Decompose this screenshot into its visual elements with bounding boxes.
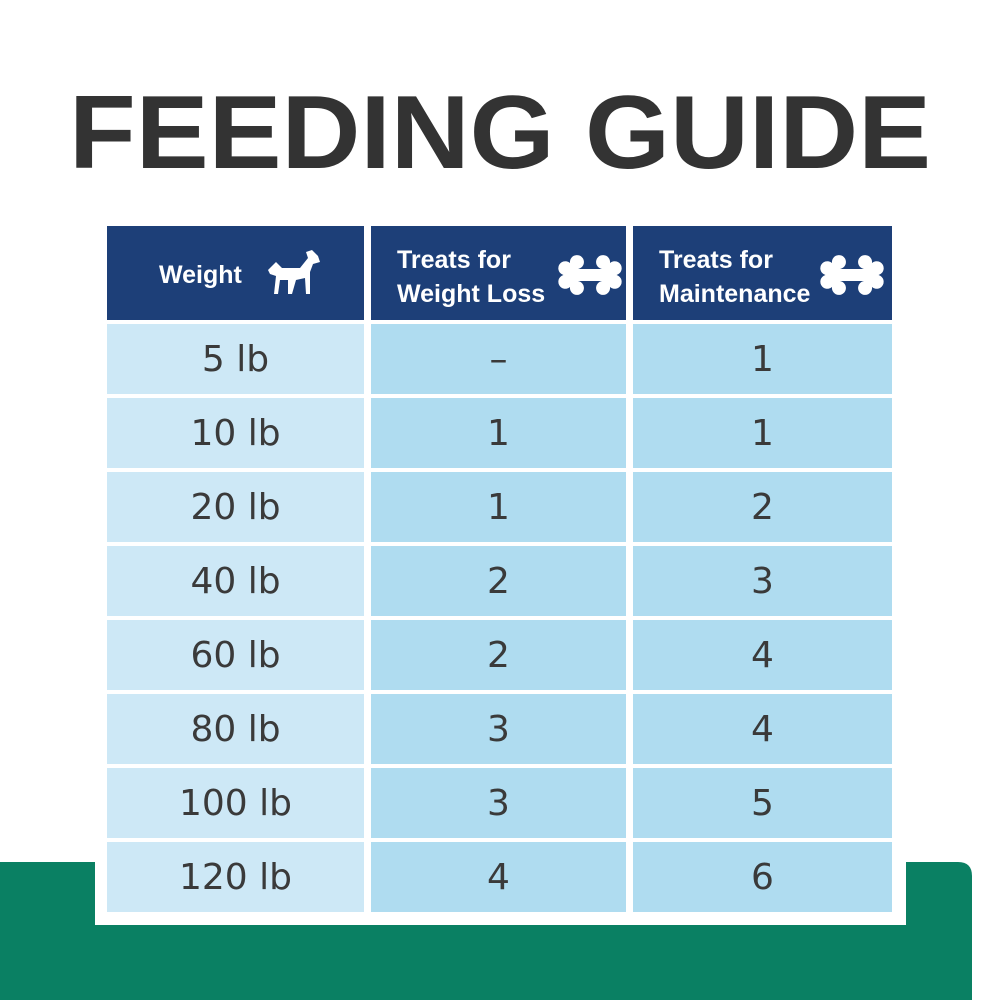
cell-text: 3 (487, 709, 510, 750)
cell-text: 100 lb (179, 783, 292, 824)
cell-text: 80 lb (190, 709, 280, 750)
cell-text: 3 (487, 783, 510, 824)
header-text: Treats for (397, 246, 511, 274)
cell-text: 20 lb (190, 487, 280, 528)
header-text: Weight (159, 261, 243, 289)
cell-bg (371, 842, 626, 912)
dog-icon (268, 250, 320, 294)
cell-bg (371, 324, 626, 394)
cell-text: 2 (487, 561, 510, 602)
cell-text: 2 (487, 635, 510, 676)
cell-bg (633, 768, 892, 838)
cell-bg (371, 546, 626, 616)
cell-text: 5 lb (202, 339, 269, 380)
cell-bg (633, 546, 892, 616)
title: FEEDING GUIDE (69, 75, 931, 191)
cell-text: 1 (487, 487, 510, 528)
cell-bg (371, 620, 626, 690)
cell-bg (371, 768, 626, 838)
cell-bg (633, 324, 892, 394)
cell-bg (633, 694, 892, 764)
cell-bg (107, 398, 364, 468)
cell-text: 2 (751, 487, 774, 528)
cell-bg (107, 694, 364, 764)
cell-bg (107, 472, 364, 542)
cell-text: 1 (751, 339, 774, 380)
cell-bg (633, 620, 892, 690)
bone-icon (820, 255, 884, 295)
header-text: Treats for (659, 246, 773, 274)
cell-text: 40 lb (190, 561, 280, 602)
cell-text: 1 (487, 413, 510, 454)
cell-text: 4 (751, 709, 774, 750)
cell-text: 1 (751, 413, 774, 454)
cell-bg (107, 620, 364, 690)
cell-bg (107, 546, 364, 616)
cell-text: 6 (751, 857, 774, 898)
cell-text: 5 (751, 783, 774, 824)
cell-text: 60 lb (190, 635, 280, 676)
table: Weight Treats for Weight Loss Treats for Mai… (107, 226, 892, 912)
cell-text: 10 lb (190, 413, 280, 454)
bone-icon (558, 255, 622, 295)
cell-bg (371, 472, 626, 542)
cell-text: 4 (751, 635, 774, 676)
header-text: Weight Loss (397, 280, 545, 308)
cell-bg (371, 694, 626, 764)
cell-bg (107, 768, 364, 838)
header-cell (107, 226, 364, 320)
cell-bg (633, 472, 892, 542)
cell-text: 3 (751, 561, 774, 602)
cell-bg (633, 842, 892, 912)
cell-bg (633, 398, 892, 468)
cell-bg (107, 842, 364, 912)
cell-text: 4 (487, 857, 510, 898)
header-text: Maintenance (659, 280, 811, 308)
cell-bg (371, 398, 626, 468)
cell-bg (107, 324, 364, 394)
cell-text: – (490, 339, 508, 380)
cell-text: 120 lb (179, 857, 292, 898)
